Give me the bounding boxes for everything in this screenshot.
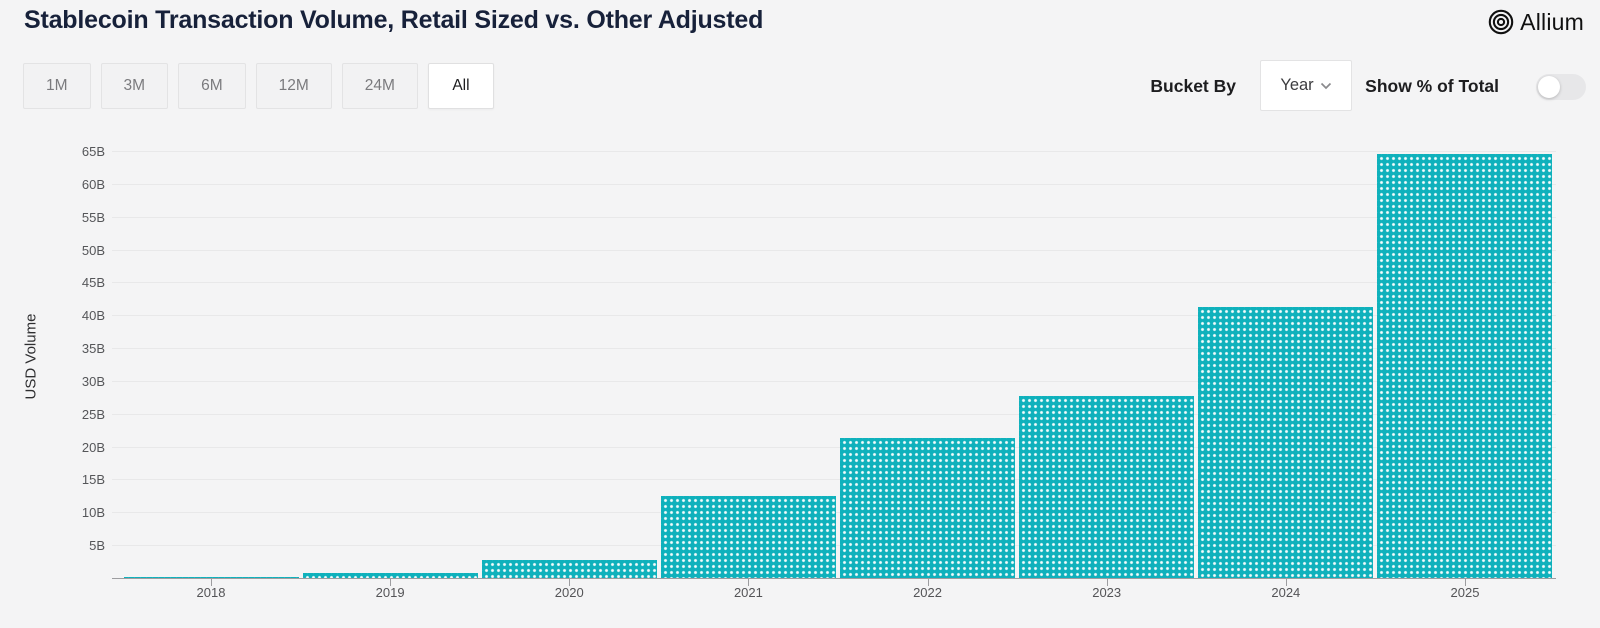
gridline-20B [112, 446, 1556, 448]
gridline-15B [112, 479, 1556, 481]
x-tick [569, 579, 571, 586]
x-tick [390, 579, 392, 586]
gridline-45B [112, 282, 1556, 284]
show-pct-label: Show % of Total [1365, 75, 1499, 96]
gridline-65B [112, 150, 1556, 152]
x-tick-label: 2022 [913, 585, 942, 600]
brand-name: Allium [1520, 8, 1584, 35]
range-button-24m[interactable]: 24M [341, 63, 418, 109]
bar-2023[interactable] [1019, 396, 1195, 578]
range-button-12m[interactable]: 12M [255, 63, 332, 109]
bucket-by-label: Bucket By [1150, 75, 1236, 96]
range-button-all[interactable]: All [427, 63, 494, 109]
range-button-1m[interactable]: 1M [23, 63, 91, 109]
y-tick-label: 60B [81, 176, 105, 192]
y-tick-label: 10B [81, 505, 105, 521]
gridline-30B [112, 380, 1556, 382]
x-tick-label: 2024 [1271, 585, 1301, 600]
y-tick-label: 55B [81, 209, 105, 225]
x-tick [1464, 579, 1466, 586]
gridline-55B [112, 216, 1556, 218]
chevron-down-icon [1320, 82, 1332, 90]
y-tick-label: 20B [81, 439, 105, 455]
range-button-3m[interactable]: 3M [100, 63, 169, 109]
show-pct-toggle[interactable] [1536, 74, 1586, 100]
bucket-by-value: Year [1280, 76, 1314, 94]
bucket-by-select[interactable]: Year [1260, 60, 1352, 111]
range-buttons: 1M 3M 6M 12M 24M All [23, 63, 494, 109]
x-tick [927, 579, 929, 586]
allium-rings-icon [1487, 8, 1515, 36]
gridline-35B [112, 348, 1556, 350]
x-tick [1106, 579, 1108, 586]
page-title: Stablecoin Transaction Volume, Retail Si… [24, 6, 764, 34]
bar-2022[interactable] [840, 438, 1016, 578]
x-tick-label: 2019 [375, 585, 405, 600]
x-tick [211, 579, 212, 586]
bar-2018[interactable] [123, 577, 299, 578]
bar-2021[interactable] [660, 496, 836, 578]
gridline-25B [112, 413, 1556, 415]
gridline-40B [112, 315, 1556, 317]
x-tick-label: 2021 [733, 585, 763, 600]
x-tick [1285, 579, 1287, 586]
y-tick-label: 40B [81, 308, 105, 324]
y-tick-label: 5B [89, 538, 105, 554]
x-axis-line [112, 578, 1556, 579]
y-axis-title: USD Volume [22, 313, 40, 400]
y-tick-label: 35B [81, 341, 105, 357]
y-tick-label: 45B [81, 275, 105, 291]
y-tick-label: 50B [81, 242, 105, 258]
x-tick-label: 2023 [1092, 585, 1122, 600]
brand-logo: Allium [1487, 8, 1584, 36]
y-tick-label: 25B [81, 406, 105, 422]
x-tick-label: 2020 [554, 585, 584, 600]
bar-2020[interactable] [481, 560, 657, 578]
bar-2025[interactable] [1377, 154, 1553, 578]
range-button-6m[interactable]: 6M [178, 63, 246, 109]
x-tick-label: 2025 [1450, 585, 1480, 600]
bar-2019[interactable] [302, 573, 478, 578]
y-tick-label: 30B [81, 373, 105, 389]
gridline-50B [112, 249, 1556, 251]
y-tick-label: 65B [81, 143, 105, 159]
x-tick [748, 579, 750, 586]
gridline-60B [112, 183, 1556, 185]
toggle-knob [1538, 76, 1560, 98]
x-tick-label: 2018 [196, 585, 226, 600]
bar-2024[interactable] [1198, 307, 1374, 578]
y-tick-label: 15B [81, 472, 105, 488]
